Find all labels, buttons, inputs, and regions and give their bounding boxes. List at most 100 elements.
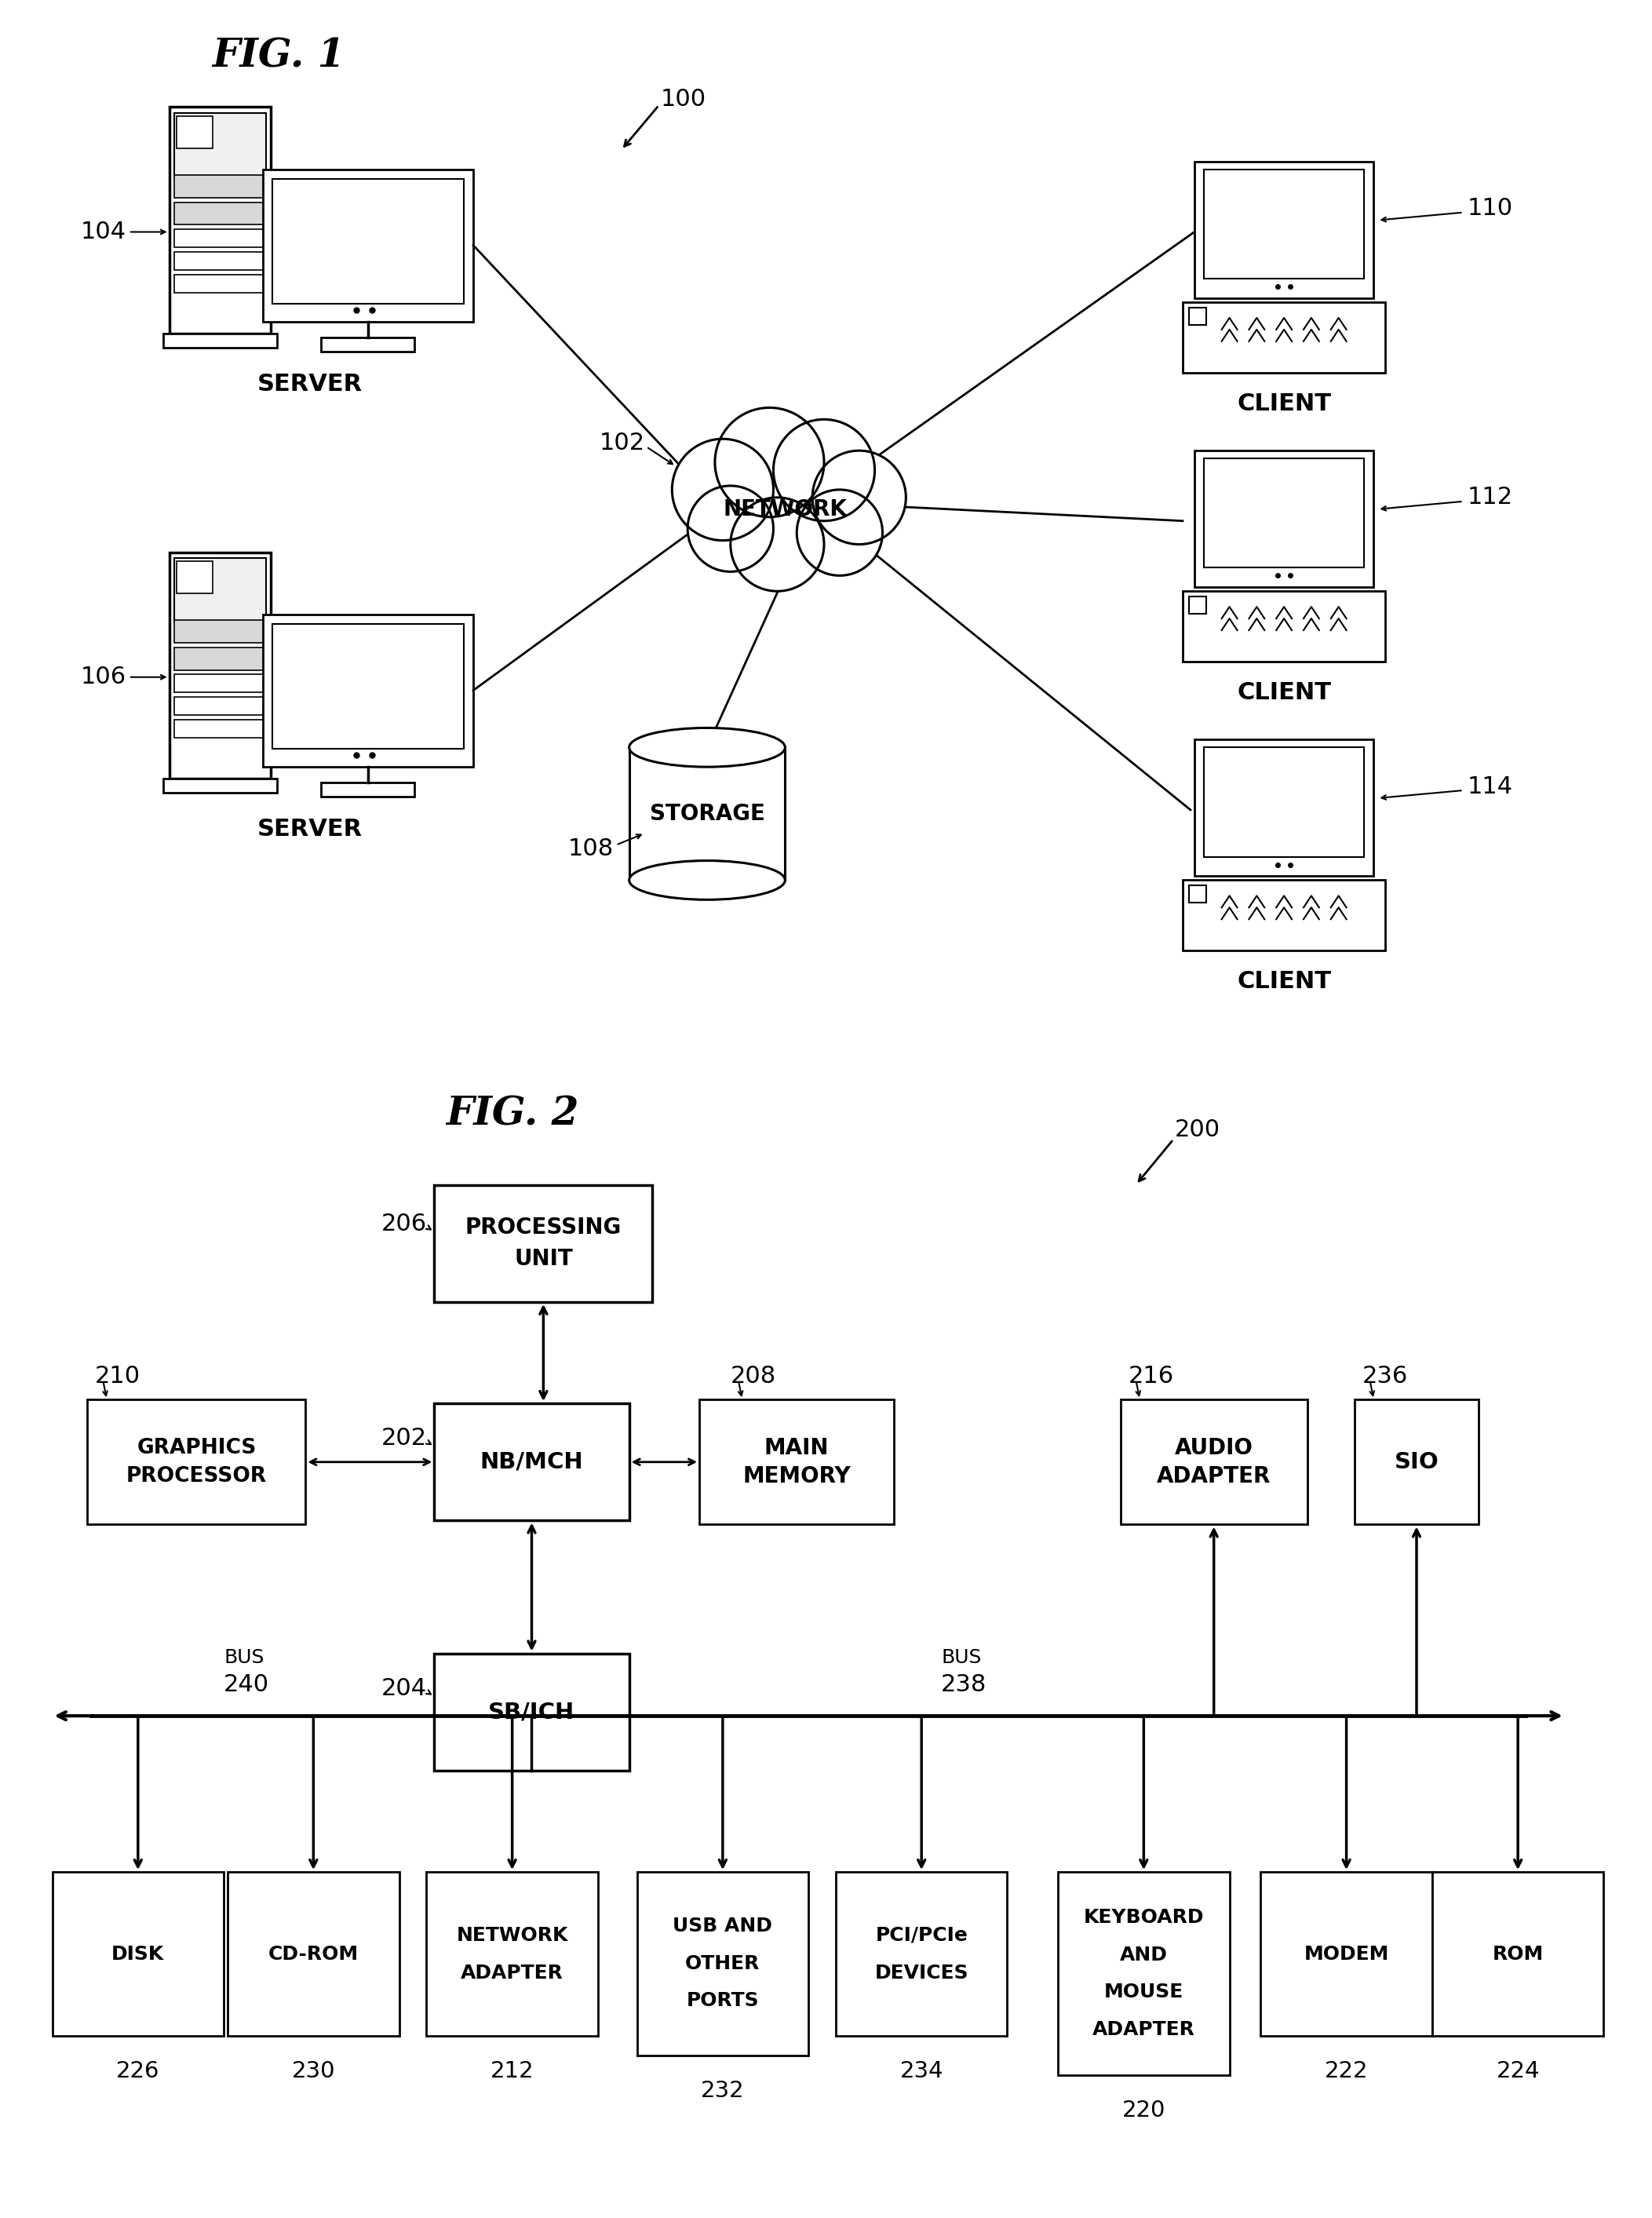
Bar — [1189, 597, 1206, 614]
Bar — [173, 275, 266, 293]
Text: 230: 230 — [292, 2061, 335, 2083]
Bar — [1183, 881, 1386, 952]
Text: CD-ROM: CD-ROM — [268, 1945, 358, 1963]
Bar — [1204, 459, 1365, 568]
Text: 240: 240 — [223, 1672, 269, 1697]
Text: GRAPHICS: GRAPHICS — [137, 1437, 256, 1457]
Text: USB AND: USB AND — [672, 1916, 773, 1936]
Text: NB/MCH: NB/MCH — [481, 1451, 583, 1473]
Text: 114: 114 — [1467, 774, 1513, 798]
Text: MOUSE: MOUSE — [1104, 1983, 1183, 2001]
Text: BUS: BUS — [942, 1648, 981, 1666]
Bar — [164, 779, 278, 792]
Text: STORAGE: STORAGE — [649, 803, 765, 825]
Bar — [173, 253, 266, 271]
Bar — [173, 648, 266, 670]
Circle shape — [687, 486, 773, 572]
Text: AUDIO: AUDIO — [1175, 1437, 1254, 1459]
Text: KEYBOARD: KEYBOARD — [1084, 1907, 1204, 1927]
Bar — [173, 175, 266, 197]
Text: PORTS: PORTS — [686, 1992, 758, 2010]
Text: 236: 236 — [1361, 1364, 1408, 1388]
Bar — [1183, 592, 1386, 661]
Bar — [173, 621, 266, 643]
Bar — [263, 169, 472, 322]
Text: 208: 208 — [730, 1364, 776, 1388]
Text: 212: 212 — [491, 2061, 534, 2083]
Text: 224: 224 — [1497, 2061, 1540, 2083]
Bar — [173, 674, 266, 692]
Bar — [629, 747, 785, 881]
Bar — [173, 228, 266, 248]
Text: ROM: ROM — [1492, 1945, 1543, 1963]
Text: 238: 238 — [942, 1672, 986, 1697]
Bar — [434, 1652, 629, 1770]
Text: ADAPTER: ADAPTER — [461, 1963, 563, 1983]
Circle shape — [813, 450, 905, 543]
Bar — [173, 721, 266, 739]
Text: 200: 200 — [1175, 1118, 1221, 1142]
Text: 222: 222 — [1325, 2061, 1368, 2083]
Text: SB/ICH: SB/ICH — [489, 1701, 575, 1723]
Text: 106: 106 — [81, 665, 126, 688]
Bar — [1057, 1872, 1229, 2076]
Text: CLIENT: CLIENT — [1237, 681, 1332, 703]
Text: PROCESSING: PROCESSING — [466, 1218, 621, 1238]
Text: PROCESSOR: PROCESSOR — [126, 1466, 266, 1486]
Text: 108: 108 — [568, 838, 613, 861]
Text: MEMORY: MEMORY — [743, 1466, 851, 1486]
Bar — [169, 552, 271, 779]
Bar — [320, 337, 415, 350]
Bar — [699, 1400, 894, 1524]
Bar — [1189, 308, 1206, 324]
Text: 110: 110 — [1467, 197, 1513, 220]
Text: CLIENT: CLIENT — [1237, 969, 1332, 994]
Bar — [177, 115, 213, 149]
Text: 220: 220 — [1122, 2098, 1165, 2120]
Text: 206: 206 — [382, 1213, 426, 1235]
Bar — [173, 113, 266, 177]
Text: SERVER: SERVER — [256, 818, 362, 841]
Text: 232: 232 — [700, 2080, 745, 2103]
Bar — [434, 1404, 629, 1522]
Circle shape — [730, 497, 824, 592]
Bar — [273, 180, 464, 304]
Text: 100: 100 — [661, 89, 705, 111]
Text: DISK: DISK — [112, 1945, 165, 1963]
Text: 202: 202 — [382, 1426, 426, 1451]
Text: MODEM: MODEM — [1303, 1945, 1389, 1963]
Bar — [1204, 169, 1365, 279]
Bar — [1189, 885, 1206, 903]
Bar — [88, 1400, 306, 1524]
Ellipse shape — [629, 728, 785, 767]
Text: 112: 112 — [1467, 486, 1513, 508]
Bar — [1355, 1400, 1479, 1524]
Bar — [1432, 1872, 1604, 2036]
Circle shape — [796, 490, 882, 577]
Bar — [1194, 450, 1374, 588]
Text: CLIENT: CLIENT — [1237, 393, 1332, 415]
Bar — [173, 559, 266, 621]
Ellipse shape — [629, 861, 785, 901]
Text: SERVER: SERVER — [256, 373, 362, 395]
Text: SIO: SIO — [1394, 1451, 1439, 1473]
Bar — [426, 1872, 598, 2036]
Text: PCI/PCIe: PCI/PCIe — [876, 1925, 968, 1945]
Bar — [1183, 302, 1386, 373]
Bar — [836, 1872, 1008, 2036]
Text: OTHER: OTHER — [686, 1954, 760, 1972]
Text: FIG. 1: FIG. 1 — [211, 38, 345, 75]
Text: NETWORK: NETWORK — [456, 1925, 568, 1945]
Bar — [638, 1872, 808, 2056]
Text: 216: 216 — [1128, 1364, 1173, 1388]
Bar — [434, 1184, 653, 1302]
Bar — [263, 614, 472, 767]
Bar — [53, 1872, 223, 2036]
Text: MAIN: MAIN — [765, 1437, 829, 1459]
Text: BUS: BUS — [223, 1648, 264, 1666]
Text: 226: 226 — [116, 2061, 160, 2083]
Bar — [164, 333, 278, 348]
Text: 234: 234 — [900, 2061, 943, 2083]
Bar — [1120, 1400, 1307, 1524]
Bar — [320, 783, 415, 796]
